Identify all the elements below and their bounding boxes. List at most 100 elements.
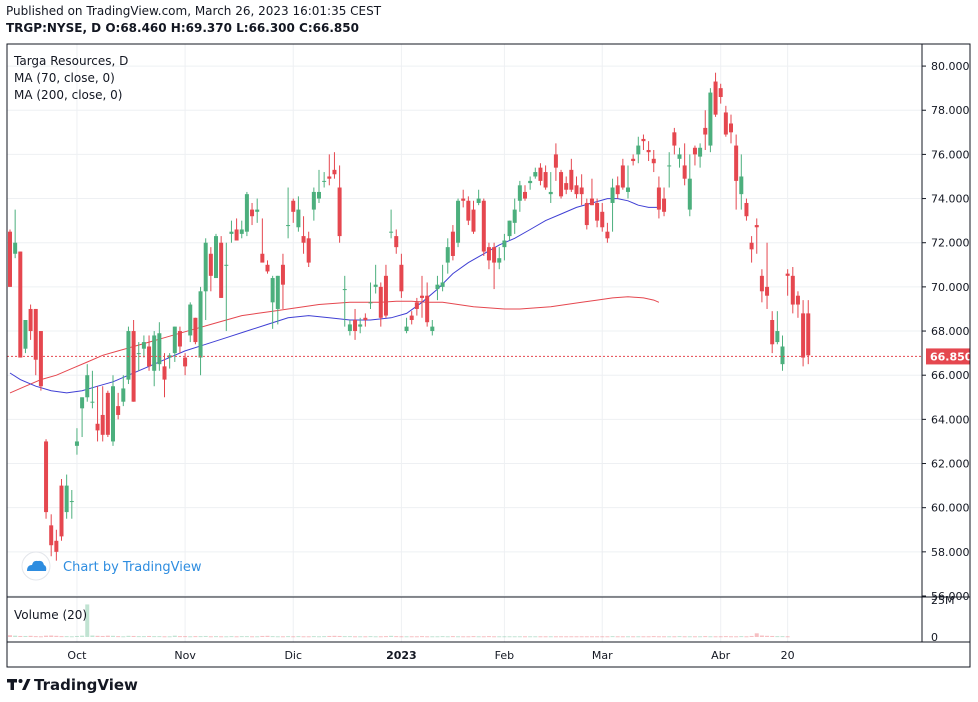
candle-body: [105, 392, 110, 435]
legend-ma200: MA (200, close, 0): [14, 88, 122, 102]
candle: [383, 264, 388, 318]
candle-body: [69, 501, 74, 503]
volume-bar: [358, 636, 363, 638]
volume-bar: [734, 636, 739, 638]
candle: [687, 154, 692, 217]
volume-bar: [239, 636, 244, 638]
candle-body: [610, 187, 615, 203]
candle: [682, 143, 687, 186]
candle-body: [18, 251, 23, 358]
volume-bars: [8, 604, 790, 638]
candle-body: [265, 264, 270, 272]
volume-bar: [502, 636, 507, 638]
tradingview-logo[interactable]: TradingView: [7, 676, 138, 694]
volume-bar: [435, 636, 440, 638]
candle-body: [533, 172, 538, 177]
candle: [250, 202, 255, 226]
candle-body: [543, 172, 548, 188]
volume-bar: [770, 635, 775, 637]
volume-bar: [317, 636, 321, 638]
candle: [672, 127, 677, 155]
volume-bar: [739, 636, 744, 638]
candle-body: [8, 231, 12, 287]
volume-bar: [667, 636, 672, 638]
candle: [785, 269, 790, 296]
candle: [486, 242, 491, 270]
volume-bar: [193, 636, 198, 638]
candle-body: [759, 275, 764, 292]
candle: [729, 114, 733, 144]
candle-body: [620, 165, 625, 188]
time-tick-label: Dic: [284, 649, 302, 662]
candle: [759, 269, 764, 303]
candle-body: [734, 145, 739, 181]
volume-bar: [445, 636, 450, 638]
time-tick-label: Nov: [174, 649, 196, 662]
candle: [770, 311, 775, 354]
candle: [244, 191, 249, 237]
candle: [713, 72, 718, 117]
tv-logo-text: TradingView: [34, 676, 138, 694]
price-tick-label: 66.000: [931, 369, 970, 382]
volume-bar: [54, 635, 59, 637]
candle: [286, 187, 291, 239]
candle-body: [806, 313, 811, 356]
candle-body: [64, 485, 69, 513]
ma70-line: [9, 198, 659, 394]
volume-bar: [203, 635, 208, 637]
volume-bar: [461, 636, 466, 638]
price-tick-label: 76.000: [931, 148, 970, 161]
candle-body: [100, 414, 105, 435]
candle-body: [394, 236, 399, 248]
candle-body: [528, 180, 533, 184]
candle-body: [234, 229, 239, 241]
volume-bar: [553, 636, 558, 638]
candle-body: [95, 423, 100, 431]
ma200-line: [9, 296, 660, 394]
candle: [203, 238, 208, 320]
candle: [275, 275, 280, 325]
candle: [38, 331, 43, 391]
volume-bar: [69, 636, 74, 638]
candle: [368, 282, 373, 309]
candle-body: [651, 158, 656, 164]
time-axis[interactable]: Oct Nov Dic 2023 Feb Mar Abr 20: [67, 649, 794, 662]
candle-body: [183, 357, 188, 367]
candle: [595, 198, 600, 228]
candle: [69, 490, 74, 519]
price-tick-label: 64.000: [931, 413, 970, 426]
volume-bar: [33, 636, 38, 638]
candle-body: [219, 242, 224, 298]
candle-body: [332, 169, 337, 175]
candle-body: [291, 200, 296, 212]
volume-bar: [224, 636, 229, 638]
candle: [239, 220, 244, 239]
volume-bar: [662, 636, 667, 638]
candle-body: [713, 81, 718, 115]
candle-body: [631, 158, 636, 162]
candle: [456, 198, 461, 248]
volume-bar: [121, 636, 126, 638]
candle-body: [615, 185, 620, 195]
candle-body: [538, 167, 543, 181]
candle: [44, 439, 49, 519]
candle: [718, 83, 723, 104]
candle: [512, 198, 517, 234]
time-tick-label: Abr: [711, 649, 731, 662]
volume-tick-label: 0: [931, 631, 938, 644]
volume-bar: [404, 636, 409, 638]
candle: [28, 304, 33, 340]
candle-body: [111, 386, 115, 442]
candle: [790, 267, 795, 314]
candle-body: [574, 185, 579, 195]
candle-body: [749, 242, 754, 250]
watermark[interactable]: Chart by TradingView: [21, 551, 202, 581]
candle: [481, 198, 486, 256]
volume-bar: [363, 636, 368, 638]
volume-bar: [18, 635, 23, 637]
time-tick-label: 20: [781, 649, 795, 662]
candle: [507, 220, 512, 241]
candle-body: [74, 441, 79, 446]
candle: [152, 331, 157, 387]
